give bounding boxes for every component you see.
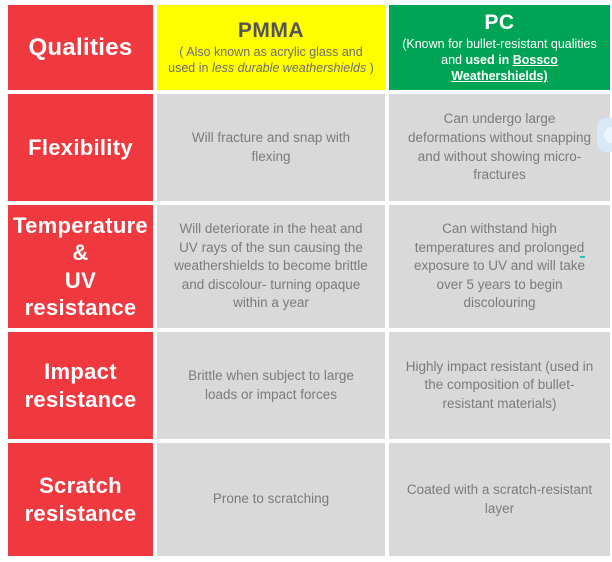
row-label-temperature-uv-resistance: Temperature & UV resistance [8, 205, 153, 328]
pmma-title: PMMA [237, 18, 305, 42]
pc-title: PC [484, 10, 515, 34]
row-label-scratch-resistance: Scratch resistance [8, 443, 153, 556]
cell-pmma-temperature: Will deteriorate in the heat and UV rays… [157, 205, 385, 328]
qualities-label: Qualities [28, 33, 133, 61]
cell-pmma-flexibility: Will fracture and snap with flexing [157, 94, 385, 201]
row-label-impact-resistance: Impact resistance [8, 332, 153, 439]
cell-pc-flexibility: Can undergo large deformations without s… [389, 94, 610, 201]
cell-pmma-scratch: Prone to scratching [157, 443, 385, 556]
pc-subtitle: (Known for bullet-resistant qualities an… [402, 36, 597, 84]
cell-pc-impact: Highly impact resistant (used in the com… [389, 332, 610, 439]
row-label-flexibility: Flexibility [8, 94, 153, 201]
pmma-subtitle: ( Also known as acrylic glass and used i… [168, 44, 374, 76]
teal-mark [580, 256, 585, 258]
side-widget[interactable] [597, 118, 612, 152]
header-pc: PC (Known for bullet-resistant qualities… [389, 5, 610, 90]
cell-pmma-impact: Brittle when subject to large loads or i… [157, 332, 385, 439]
cell-pc-scratch: Coated with a scratch-resistant layer [389, 443, 610, 556]
header-qualities: Qualities [8, 5, 153, 90]
header-pmma: PMMA ( Also known as acrylic glass and u… [157, 5, 385, 90]
side-widget-bubble-icon [604, 127, 612, 143]
cell-pc-temperature: Can withstand high temperatures and prol… [389, 205, 610, 328]
comparison-table: Qualities PMMA ( Also known as acrylic g… [8, 5, 610, 556]
